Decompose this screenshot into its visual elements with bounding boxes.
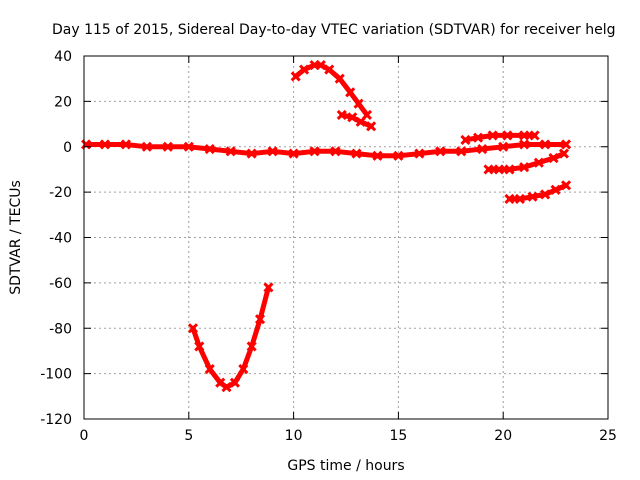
data-point (246, 148, 257, 159)
x-axis-title: GPS time / hours (287, 458, 404, 474)
data-point (393, 150, 404, 161)
data-point (99, 139, 111, 150)
data-point (519, 162, 530, 173)
data-point (493, 164, 505, 175)
y-tick-label: -20 (49, 185, 72, 201)
data-point (548, 153, 559, 164)
data-point (372, 150, 383, 161)
y-tick-label: -60 (49, 276, 72, 292)
data-point (141, 141, 152, 152)
data-point (435, 146, 446, 157)
data-point (246, 341, 257, 352)
data-point (353, 98, 364, 109)
series-2 (290, 60, 373, 121)
y-tick-label: -120 (40, 412, 72, 428)
data-point (238, 364, 249, 375)
data-point (315, 60, 326, 71)
data-point (498, 141, 509, 152)
data-point (204, 143, 215, 155)
series-1 (187, 282, 274, 393)
data-point (487, 130, 498, 141)
y-tick-label: 0 (63, 140, 72, 156)
data-point (519, 130, 530, 141)
data-point (330, 146, 341, 157)
data-point (299, 64, 310, 75)
series-4 (460, 130, 540, 146)
y-tick-label: 40 (54, 49, 72, 65)
data-point (120, 139, 131, 150)
series-band (190, 284, 271, 390)
x-tick-label: 5 (184, 428, 193, 444)
x-tick-label: 25 (599, 428, 617, 444)
data-point (288, 148, 299, 159)
data-point (267, 146, 278, 157)
data-point (347, 112, 358, 123)
chart-title: Day 115 of 2015, Sidereal Day-to-day VTE… (52, 22, 615, 38)
data-point (502, 130, 513, 141)
data-point (351, 148, 362, 159)
y-tick-label: -40 (49, 231, 72, 247)
data-point (336, 109, 347, 121)
data-point (290, 71, 301, 82)
data-point (504, 193, 515, 204)
x-tick-label: 10 (285, 428, 303, 444)
data-point (229, 377, 240, 388)
series-0 (81, 139, 572, 161)
data-point (204, 364, 215, 375)
y-tick-label: -80 (49, 321, 72, 337)
data-point (519, 139, 530, 150)
data-point (561, 139, 572, 150)
data-point (504, 164, 515, 175)
x-tick-label: 20 (494, 428, 512, 444)
data-point (533, 157, 544, 168)
data-point (345, 87, 356, 98)
data-point (540, 189, 551, 200)
axis-ticks: 0 5 10 15 20 25 -120 -100 -80 -60 -40 -20 0 20 40 (40, 49, 617, 444)
y-tick-label: -100 (40, 367, 72, 383)
y-tick-label: 20 (54, 94, 72, 110)
data-point (309, 146, 320, 157)
x-tick-label: 15 (389, 428, 407, 444)
data-point (472, 132, 484, 143)
data-point (221, 382, 232, 393)
data-point (255, 314, 266, 325)
data-point (550, 184, 561, 195)
series-6 (504, 180, 572, 204)
grid-lines (84, 56, 608, 419)
data-point (162, 141, 173, 152)
data-point (483, 164, 494, 175)
data-point (456, 146, 467, 157)
data-point (263, 282, 274, 293)
series-band (83, 142, 569, 159)
data-point (558, 148, 570, 159)
x-tick-label: 0 (80, 428, 89, 444)
data-point (366, 121, 377, 132)
data-point (540, 139, 551, 150)
data-point (529, 130, 540, 141)
data-point (324, 64, 335, 75)
data-point (187, 323, 199, 334)
data-point (514, 193, 526, 204)
data-point (527, 191, 538, 202)
data-series (81, 60, 572, 393)
series-3 (336, 109, 377, 132)
data-point (460, 134, 471, 146)
data-point (561, 180, 572, 191)
y-axis-title: SDTVAR / TECUs (8, 180, 24, 295)
data-point (477, 143, 488, 155)
data-point (225, 146, 236, 157)
data-point (183, 141, 194, 152)
data-point (355, 116, 366, 127)
data-point (334, 73, 345, 84)
series-5 (483, 148, 570, 175)
data-point (194, 341, 205, 352)
data-point (414, 148, 425, 159)
